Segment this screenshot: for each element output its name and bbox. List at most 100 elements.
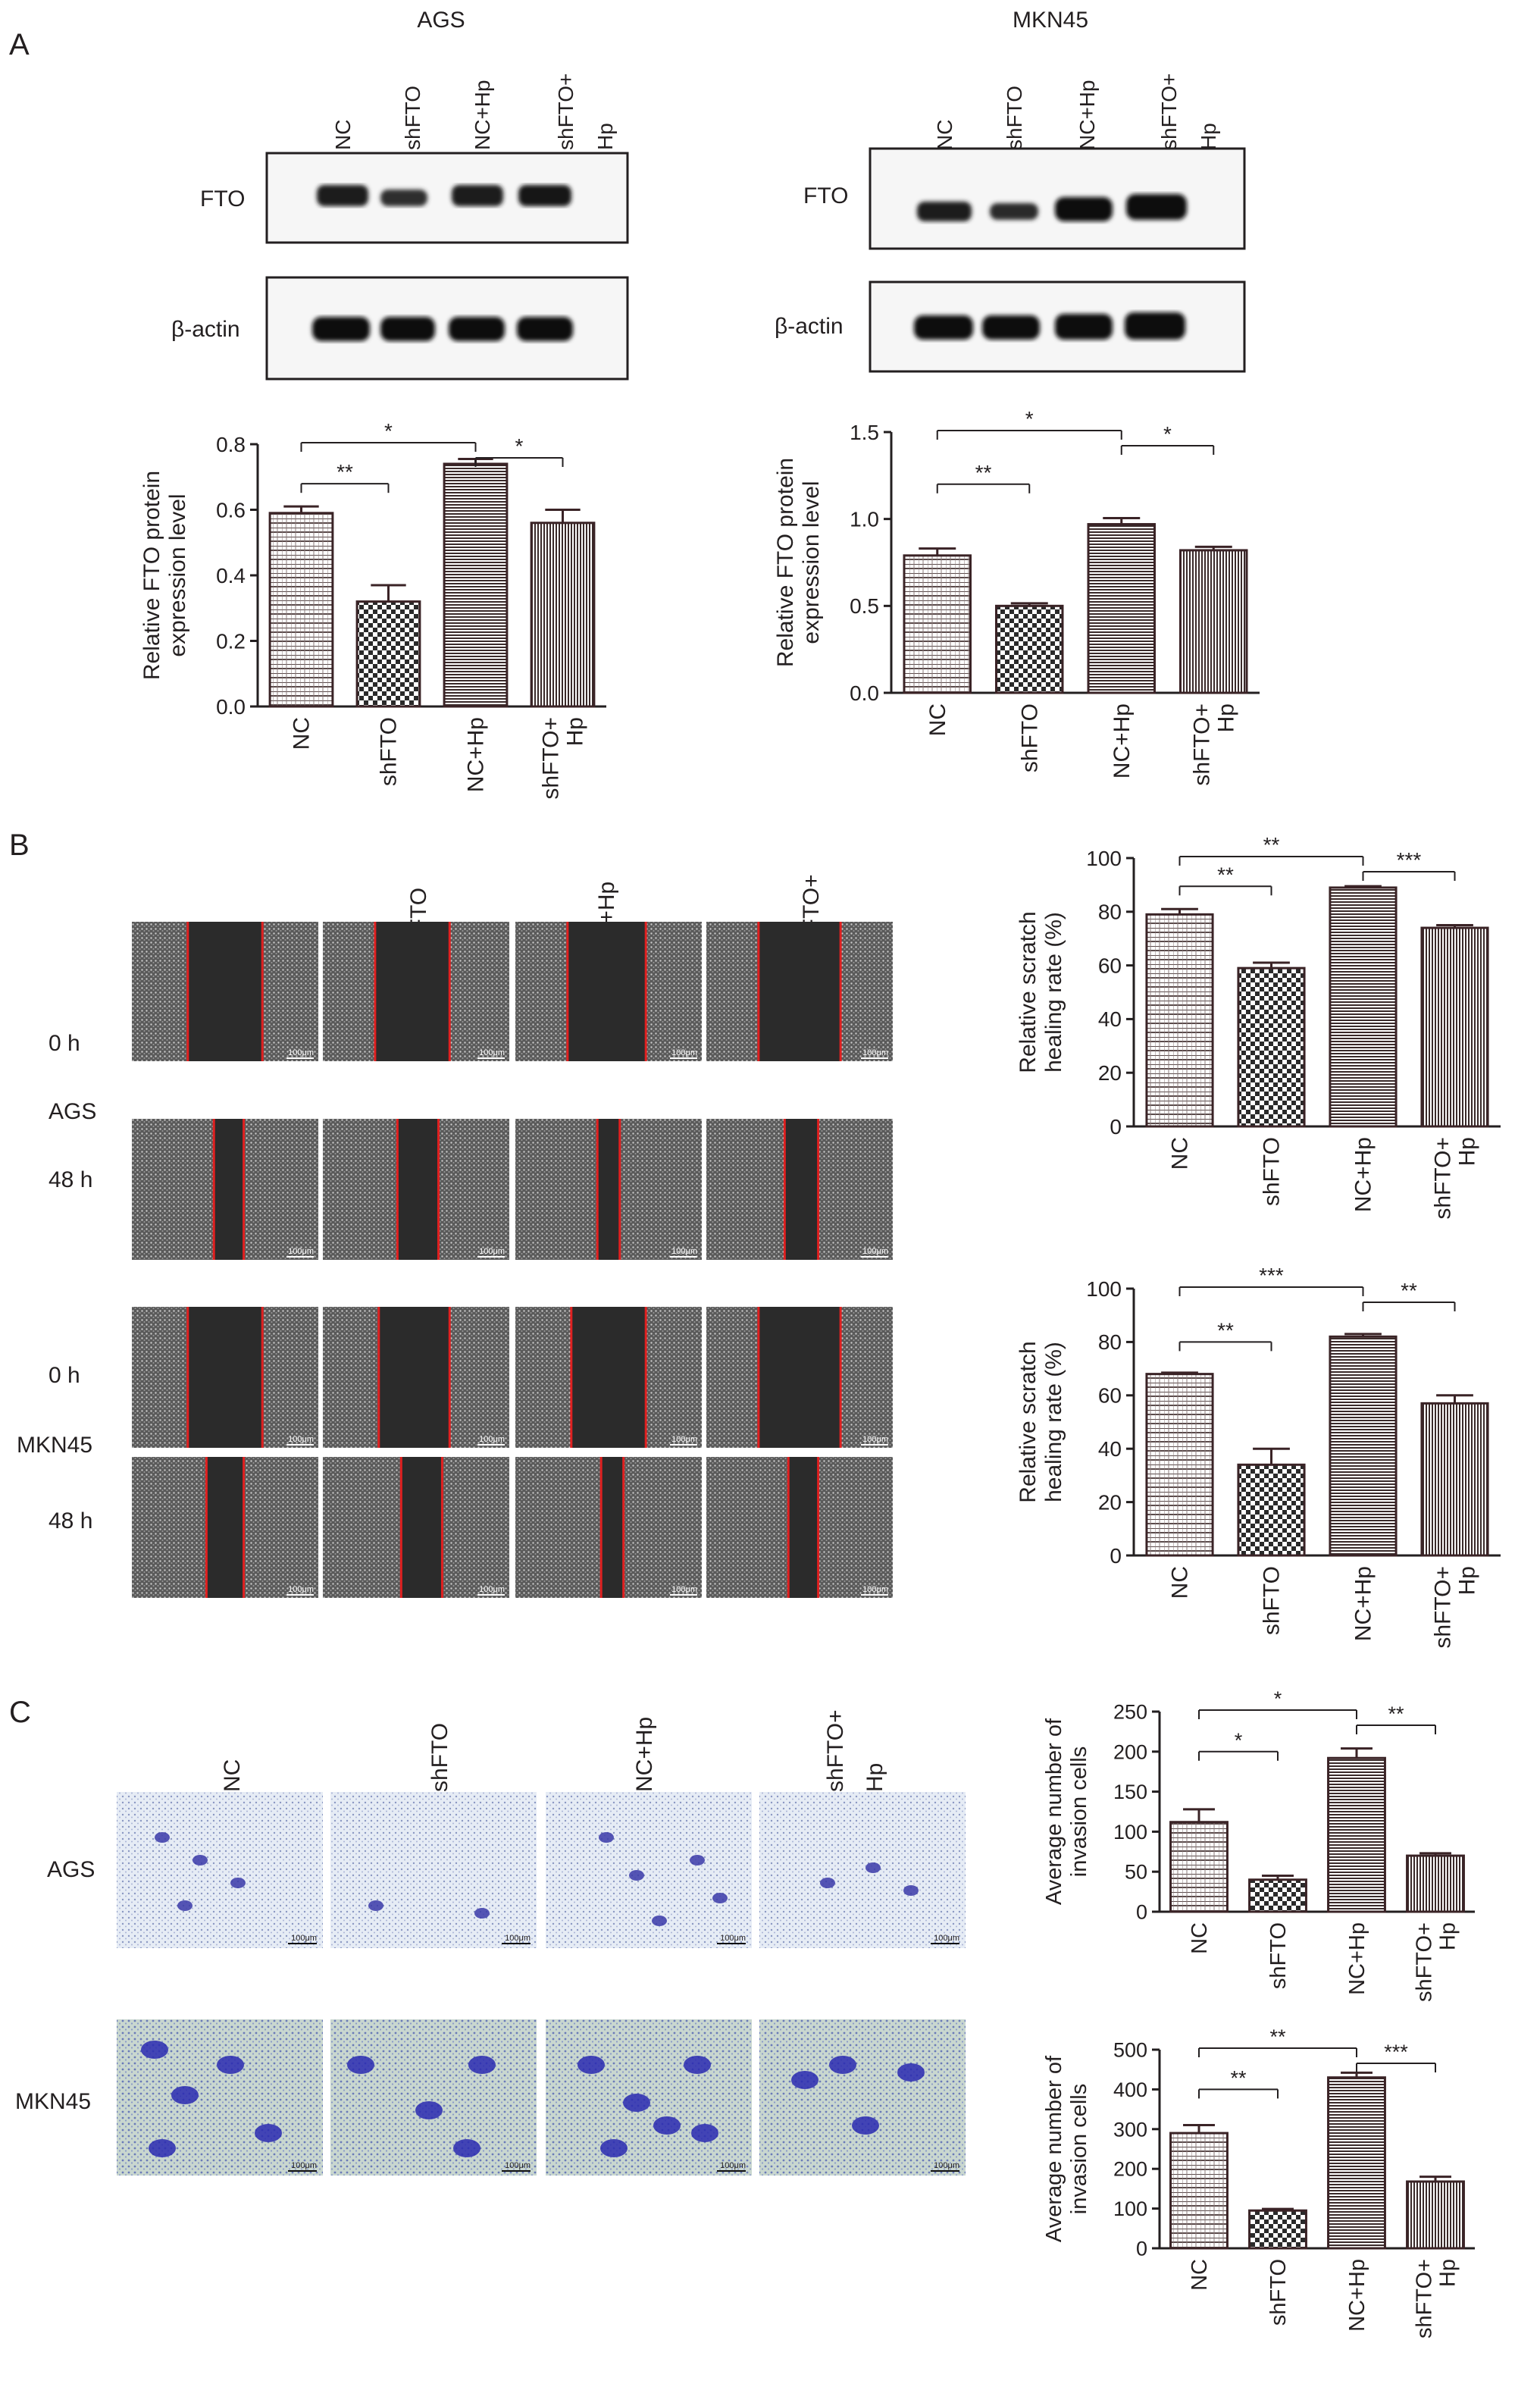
bar: [1420, 1402, 1489, 1557]
bar: [995, 604, 1064, 694]
blot-lane-label: NC+Hp: [471, 80, 494, 150]
stained-cell-cluster: [177, 1900, 192, 1911]
stained-cell-cluster: [453, 2139, 480, 2157]
x-tick-label: shFTO: [1260, 1566, 1285, 1635]
x-tick-label: NC+Hp: [1345, 2259, 1369, 2332]
row-label-time: 0 h: [49, 1031, 80, 1056]
scratch-row-labels: 0 h AGS 48 h 0 h MKN45 48 h: [17, 1031, 96, 1533]
scale-bar-label: 100μm: [862, 1435, 888, 1444]
y-tick-label: 0: [1110, 1115, 1122, 1139]
significance-label: **: [1388, 1703, 1404, 1725]
band: [380, 190, 427, 206]
column-header-line1: shFTO+: [823, 1709, 848, 1792]
y-tick-label: 100: [1086, 847, 1122, 870]
bar-chart-invasion-mkn45: 0 100 200 300 400 500 Average number of invasio…: [1042, 2025, 1475, 2338]
band: [517, 317, 573, 341]
y-tick-label: 250: [1113, 1700, 1147, 1723]
scale-bar-label: 100μm: [862, 1585, 888, 1594]
panel-label-c: C: [9, 1696, 31, 1729]
scratch-gap: [758, 1307, 841, 1448]
stained-cell-cluster: [149, 2139, 176, 2157]
band: [1125, 312, 1185, 340]
scale-bar-label: 100μm: [720, 2161, 746, 2170]
x-tick-label: Hp: [1436, 1922, 1460, 1950]
scratch-gap: [784, 1119, 819, 1260]
y-tick-label: 0: [1110, 1544, 1122, 1568]
scratch-gap: [567, 922, 646, 1061]
stained-cell-cluster: [141, 2041, 168, 2059]
western-blot-mkn45: MKN45 NC shFTO NC+Hp shFTO+ Hp FTO β-act…: [775, 8, 1246, 373]
x-tick-label: NC+Hp: [464, 717, 489, 792]
band: [914, 315, 973, 340]
blot-title-ags: AGS: [417, 8, 465, 33]
y-tick-label: 20: [1098, 1490, 1122, 1514]
significance-label: **: [975, 461, 992, 484]
y-tick-label: 200: [1113, 2158, 1147, 2181]
band: [990, 203, 1038, 220]
scratch-gap: [401, 1457, 443, 1598]
bar: [1420, 926, 1489, 1128]
band: [449, 317, 505, 341]
scratch-gap: [601, 1457, 624, 1598]
y-tick-label: 100: [1086, 1277, 1122, 1301]
x-tick-label: Hp: [1213, 703, 1238, 732]
blot-lane-labels-mkn45: NC shFTO NC+Hp shFTO+ Hp: [933, 74, 1220, 150]
y-tick-label: 200: [1113, 1740, 1147, 1763]
row-label-cell-line: MKN45: [17, 1433, 92, 1458]
blot-lane-label: shFTO+: [1157, 74, 1181, 150]
y-tick-label: 0.2: [216, 629, 246, 653]
bar: [1248, 1878, 1307, 1913]
panel-label-b: B: [9, 829, 30, 862]
y-axis-label: healing rate (%): [1041, 1342, 1066, 1502]
x-tick-label: shFTO: [1260, 1137, 1285, 1206]
stained-cell-cluster: [155, 1832, 170, 1843]
blot-lane-labels-ags: NC shFTO NC+Hp shFTO+ Hp: [331, 74, 617, 150]
stained-cell-cluster: [600, 2139, 628, 2157]
x-tick-label: shFTO+: [1413, 1922, 1437, 2002]
y-axis-label: Relative FTO protein: [773, 458, 798, 667]
scale-bar-label: 100μm: [505, 2161, 531, 2170]
scale-bar-label: 100μm: [934, 2161, 959, 2170]
stained-cell-cluster: [691, 2124, 718, 2142]
stained-cell-cluster: [684, 2056, 711, 2074]
stained-cell-cluster: [690, 1855, 705, 1865]
blot-lane-label: NC+Hp: [1075, 80, 1099, 150]
column-header: NC+Hp: [632, 1717, 657, 1792]
band: [380, 317, 435, 341]
scale-bar-label: 100μm: [291, 1934, 317, 1943]
y-tick-label: 500: [1113, 2038, 1147, 2061]
column-header: NC: [220, 1759, 245, 1792]
stained-cell-cluster: [865, 1862, 881, 1873]
scratch-gap: [571, 1307, 646, 1448]
band-row-fto-ags: [317, 185, 571, 206]
scale-bar-label: 100μm: [505, 1934, 531, 1943]
stained-cell-cluster: [474, 1908, 490, 1919]
y-axis-label: expression level: [799, 481, 824, 644]
significance-label: ***: [1397, 848, 1422, 872]
y-tick-label: 0.6: [216, 498, 246, 522]
band-label-fto-mkn45: FTO: [803, 183, 848, 208]
x-tick-label: shFTO+: [539, 717, 564, 800]
scale-bar-label: 100μm: [934, 1934, 959, 1943]
x-tick-label: shFTO+: [1189, 703, 1214, 786]
significance-label: *: [384, 419, 393, 443]
x-tick-label: NC: [1188, 1922, 1212, 1954]
y-tick-label: 0.0: [850, 681, 879, 705]
blot-lane-label: NC: [933, 120, 956, 150]
column-header: shFTO+: [823, 1709, 848, 1792]
x-tick-label: Hp: [1436, 2259, 1460, 2287]
scratch-gap: [378, 1307, 450, 1448]
band: [1126, 194, 1187, 220]
stained-cell-cluster: [171, 2086, 199, 2104]
invasion-image: [759, 2019, 966, 2176]
x-tick-label: NC: [290, 717, 315, 750]
stained-cell-cluster: [897, 2063, 925, 2082]
y-tick-label: 100: [1113, 2197, 1147, 2220]
y-tick-label: 1.0: [850, 507, 879, 531]
blot-frame-fto-mkn45: [869, 147, 1246, 250]
scratch-gap: [187, 922, 263, 1061]
blot-lane-label: shFTO+: [554, 74, 578, 150]
band: [317, 185, 368, 206]
western-blot-ags: AGS NC shFTO NC+Hp shFTO+ Hp FTO β-actin: [171, 8, 629, 381]
invasion-image: [330, 2019, 537, 2176]
